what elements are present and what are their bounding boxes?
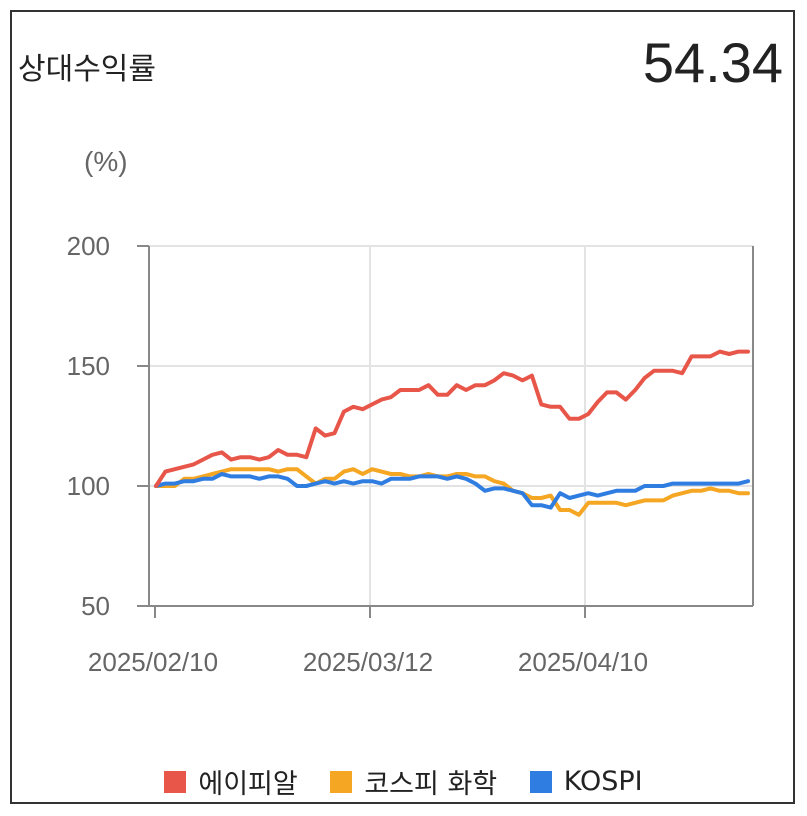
y-axis-unit: (%) xyxy=(84,146,128,177)
y-tick-labels: 200 150 100 50 xyxy=(67,231,110,621)
relative-return-value: 54.34 xyxy=(642,31,783,94)
legend-label-series-2: 코스피 화학 xyxy=(364,769,498,800)
legend-swatch-red xyxy=(164,770,187,793)
card-title: 상대수익률 xyxy=(18,52,156,87)
axes xyxy=(137,245,754,618)
series-line-red xyxy=(154,349,750,488)
chart-legend: 에이피알 코스피 화학 KOSPI xyxy=(0,762,807,801)
x-tick-label: 2025/02/10 xyxy=(88,647,218,677)
x-tick-labels: 2025/02/10 2025/03/12 2025/04/10 xyxy=(88,647,648,677)
x-tick-label: 2025/03/12 xyxy=(303,647,433,677)
x-tick-label: 2025/04/10 xyxy=(518,647,648,677)
grid-lines xyxy=(149,245,753,606)
series-lines xyxy=(154,349,750,517)
y-tick-label: 100 xyxy=(67,471,110,501)
y-tick-label: 200 xyxy=(67,231,110,261)
y-tick-label: 150 xyxy=(67,351,110,381)
y-tick-label: 50 xyxy=(81,591,110,621)
legend-item-series-3[interactable]: KOSPI xyxy=(529,766,643,797)
legend-swatch-blue xyxy=(529,770,552,793)
legend-item-series-2[interactable]: 코스피 화학 xyxy=(330,762,497,801)
legend-swatch-orange xyxy=(330,770,353,793)
legend-item-series-1[interactable]: 에이피알 xyxy=(164,762,298,801)
legend-label-series-1: 에이피알 xyxy=(198,769,298,800)
series-line-blue xyxy=(154,472,750,510)
chart-card xyxy=(10,10,795,804)
series-line-orange xyxy=(154,467,750,517)
legend-label-series-3: KOSPI xyxy=(563,766,643,797)
